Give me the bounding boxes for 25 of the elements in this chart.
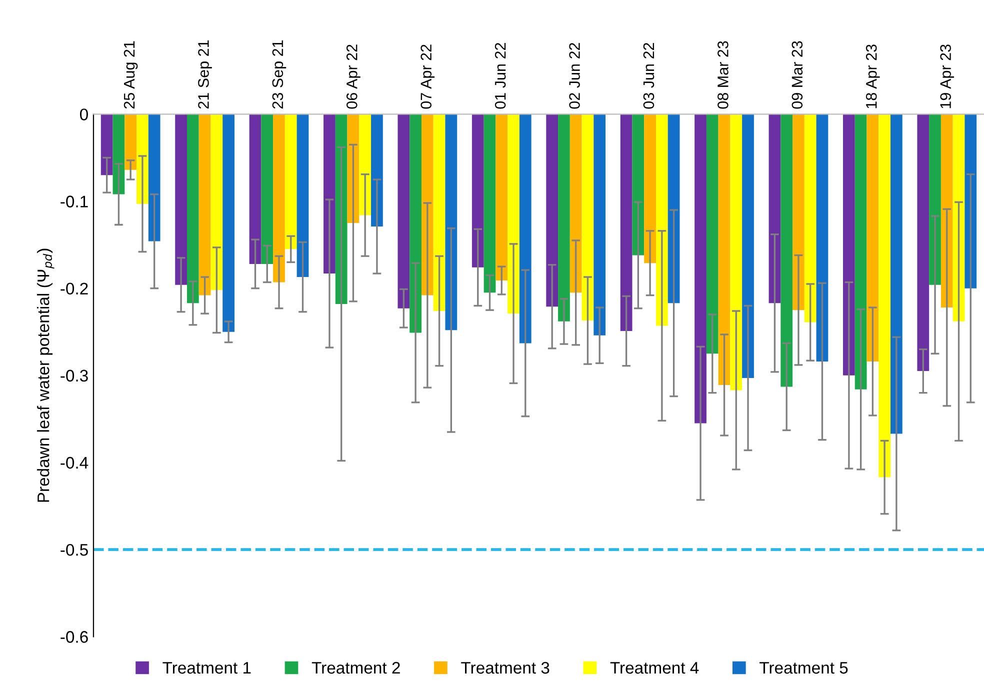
y-tick-label: -0.5 — [60, 544, 88, 556]
x-tick-label: 08 Mar 23 — [718, 41, 728, 109]
y-tick-label: -0.1 — [60, 196, 88, 208]
x-tick-label: 07 Apr 22 — [420, 44, 435, 109]
y-tick-label: -0.2 — [60, 282, 88, 295]
legend-label: Treatment 3 — [461, 662, 550, 674]
y-axis-title: Predawn leaf water potential (Ψ$_{pd}$) — [37, 248, 54, 502]
y-tick-label: -0.6 — [60, 631, 88, 643]
x-tick-label: 03 Jun 22 — [643, 42, 654, 109]
x-tick-label: 09 Mar 23 — [792, 41, 803, 109]
x-tick-label: 06 Apr 22 — [346, 44, 360, 109]
x-tick-label: 25 Aug 21 — [124, 41, 138, 109]
legend-label: Treatment 4 — [610, 662, 699, 674]
y-tick-label: -0.3 — [60, 370, 88, 382]
x-tick-label: 01 Jun 22 — [494, 42, 506, 109]
legend-label: Treatment 2 — [312, 662, 400, 674]
x-tick-label: 18 Apr 23 — [866, 44, 880, 108]
x-tick-label: 19 Apr 23 — [940, 44, 954, 108]
y-tick-label: 0 — [80, 108, 88, 120]
x-tick-label: 02 Jun 22 — [569, 42, 580, 109]
x-tick-label: 23 Sep 21 — [272, 40, 286, 109]
x-tick-label: 21 Sep 21 — [198, 40, 212, 109]
legend-label: Treatment 5 — [760, 662, 848, 674]
legend-label: Treatment 1 — [162, 662, 251, 674]
y-tick-label: -0.4 — [60, 456, 88, 469]
